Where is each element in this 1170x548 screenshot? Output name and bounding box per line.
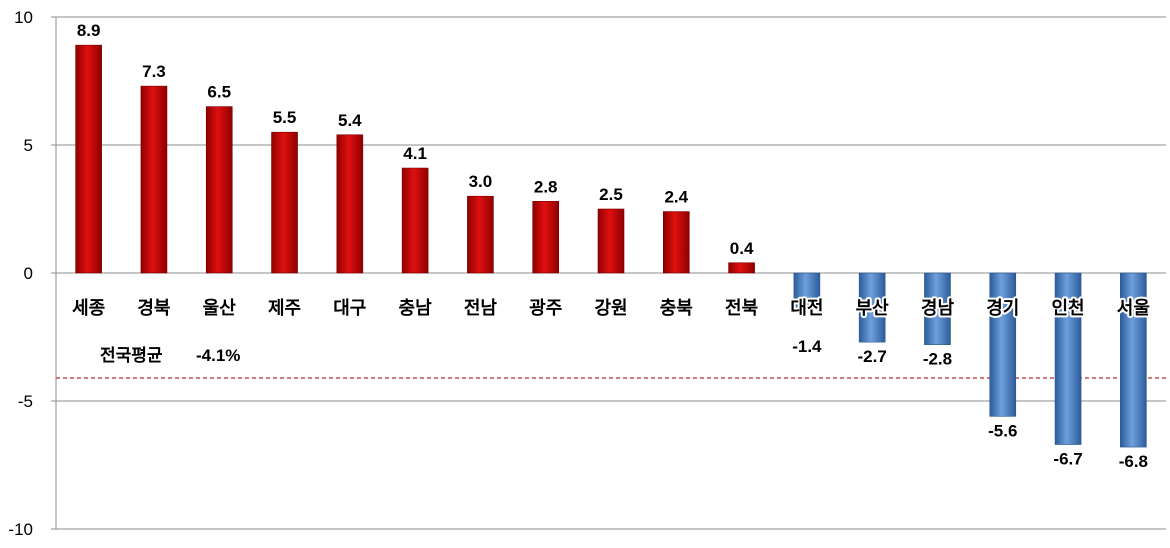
y-tick-label: 5 — [24, 136, 33, 155]
value-label: 5.5 — [273, 108, 297, 127]
bar-10 — [662, 211, 690, 274]
bar-4 — [271, 131, 298, 274]
bar-11 — [728, 262, 755, 274]
y-tick-label: 10 — [14, 8, 33, 27]
category-label: 서울 — [1117, 298, 1150, 319]
bar-8 — [532, 201, 560, 274]
value-label: 0.4 — [730, 239, 754, 258]
category-label: 인천 — [1051, 298, 1084, 319]
bar-9 — [597, 208, 625, 274]
value-label: 4.1 — [403, 144, 427, 163]
value-label: -2.7 — [858, 347, 887, 366]
value-label: 8.9 — [77, 21, 101, 40]
value-label: -1.4 — [792, 337, 822, 356]
reference-line-group: 전국평균 -4.1% — [56, 346, 1166, 379]
category-label: 충남 — [399, 298, 433, 319]
category-label: 전북 — [725, 298, 758, 319]
category-label: 전남 — [464, 298, 498, 319]
category-label: 경북 — [137, 298, 170, 319]
category-label: 충북 — [660, 298, 693, 319]
bar-6 — [401, 167, 429, 274]
labels: 세종 8.9 경북 7.3 울산 6.5 제주 5.5 대구 5.4 충남 4.1 전남 3.0 광주 2.8… — [72, 21, 1152, 471]
category-label: 경기 — [986, 298, 1019, 319]
bar-7 — [467, 195, 494, 274]
y-axis: 10 5 0 -5 -10 — [8, 8, 57, 539]
bar-13 — [858, 272, 886, 343]
category-label: 제주 — [268, 298, 301, 319]
category-label: 경남 — [921, 298, 955, 319]
category-label: 강원 — [594, 298, 627, 319]
value-label: 5.4 — [338, 111, 362, 130]
value-label: 3.0 — [469, 172, 493, 191]
value-label: 2.8 — [534, 177, 558, 196]
y-tick-label: 0 — [24, 264, 33, 283]
bar-5 — [336, 134, 364, 274]
bars — [75, 44, 1147, 448]
value-label: 6.5 — [207, 83, 231, 102]
category-label: 대전 — [790, 298, 823, 319]
category-label: 세종 — [72, 298, 105, 319]
bar-1 — [75, 44, 102, 274]
reference-line-label: 전국평균 — [100, 346, 163, 366]
value-label: 2.5 — [599, 185, 623, 204]
y-tick-label: -10 — [8, 520, 33, 539]
value-label: -6.8 — [1119, 452, 1148, 471]
bar-14 — [924, 272, 951, 345]
category-label: 부산 — [856, 298, 890, 319]
category-label: 대구 — [333, 298, 366, 319]
value-label: 2.4 — [664, 188, 688, 207]
bar-2 — [140, 85, 168, 274]
value-label: -5.6 — [988, 421, 1017, 440]
reference-line-value: -4.1% — [196, 346, 240, 365]
category-label: 광주 — [529, 298, 562, 319]
bar-12 — [793, 272, 821, 310]
bar-15 — [989, 272, 1017, 417]
y-tick-label: -5 — [18, 392, 33, 411]
bar-16 — [1054, 272, 1082, 445]
bar-17 — [1120, 272, 1147, 448]
value-label: 7.3 — [142, 62, 166, 81]
category-label: 울산 — [203, 298, 237, 319]
value-label: -6.7 — [1053, 450, 1082, 469]
value-label: -2.8 — [923, 350, 952, 369]
bar-3 — [205, 106, 233, 274]
